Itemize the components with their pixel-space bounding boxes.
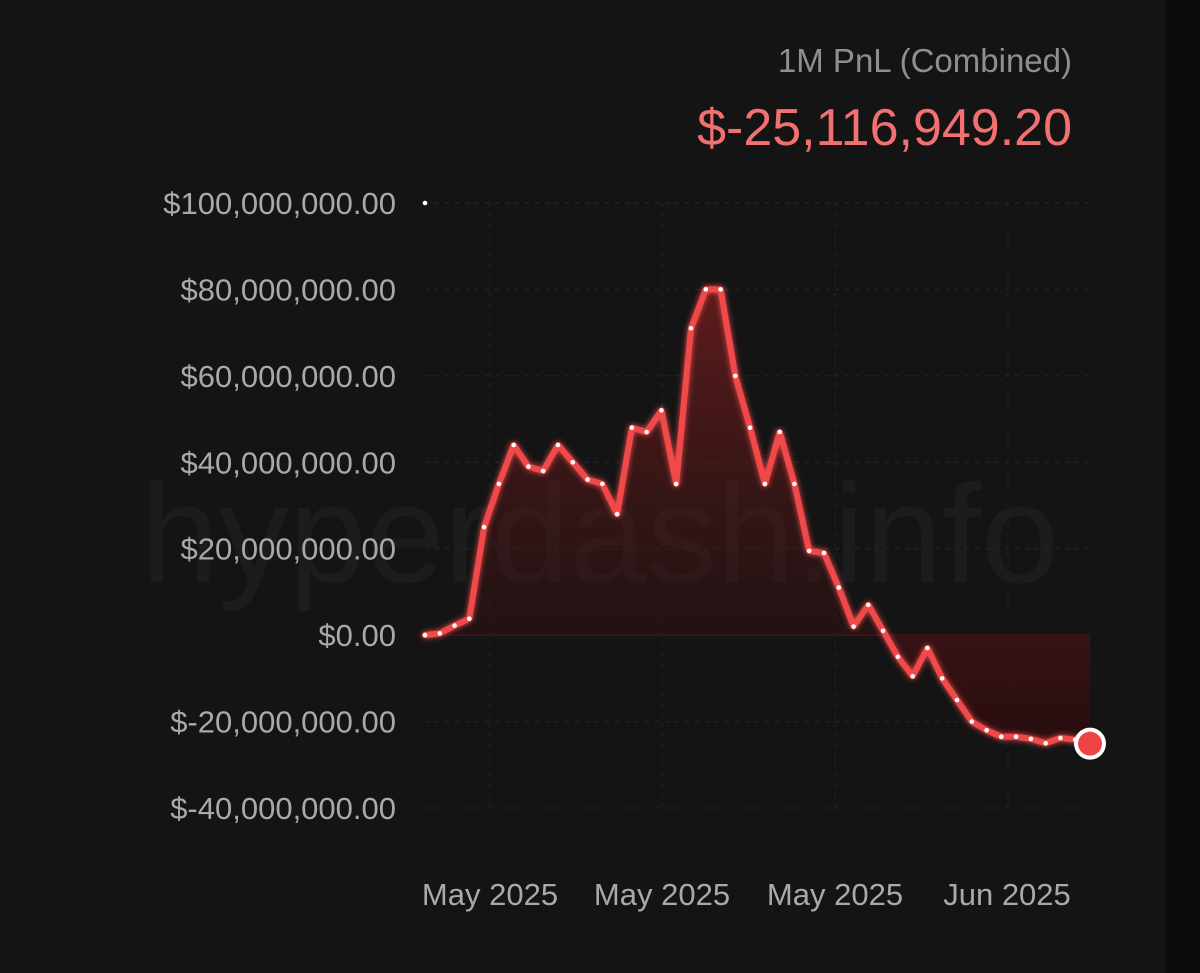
y-tick-label: $100,000,000.00 [163, 186, 396, 221]
data-point [437, 631, 443, 636]
data-point [762, 481, 768, 487]
data-point [969, 719, 975, 724]
data-point [718, 287, 723, 292]
data-point [496, 481, 502, 487]
last-value-marker [1078, 731, 1102, 756]
y-tick-label: $-20,000,000.00 [170, 705, 396, 740]
x-axis: May 2025 May 2025 May 2025 Jun 2025 [422, 877, 1071, 912]
data-point [777, 429, 782, 435]
data-point [703, 287, 709, 292]
data-point [585, 477, 590, 482]
data-point [511, 442, 516, 448]
data-point [1043, 740, 1048, 746]
y-tick-label: $40,000,000.00 [181, 445, 397, 480]
y-tick-label: $80,000,000.00 [181, 272, 397, 307]
data-point [925, 645, 930, 651]
data-point [1028, 736, 1034, 742]
data-points [422, 200, 1078, 746]
x-tick-label: May 2025 [422, 877, 558, 912]
y-tick-label: $60,000,000.00 [181, 359, 397, 394]
data-point [792, 481, 797, 487]
x-tick-label: Jun 2025 [943, 877, 1071, 912]
x-tick-label: May 2025 [767, 877, 903, 912]
data-point [880, 628, 886, 634]
y-axis: $100,000,000.00 $80,000,000.00 $60,000,000… [163, 186, 396, 826]
data-point [629, 425, 635, 431]
x-tick-label: May 2025 [594, 877, 730, 912]
data-point [688, 326, 694, 331]
data-point [806, 548, 812, 554]
data-point [659, 408, 664, 413]
data-point [526, 464, 531, 469]
data-point [866, 602, 871, 608]
data-point [733, 373, 738, 379]
data-point [467, 616, 472, 621]
y-tick-label: $-40,000,000.00 [170, 791, 396, 826]
data-point [452, 623, 457, 628]
data-point [422, 632, 428, 638]
data-point [821, 550, 827, 556]
data-point [600, 481, 605, 487]
pnl-total-value: $-25,116,949.20 [697, 99, 1072, 157]
y-tick-label: $20,000,000.00 [181, 532, 397, 567]
data-point [851, 624, 856, 629]
data-point [481, 524, 487, 530]
data-point [954, 697, 960, 703]
data-point [644, 429, 649, 435]
data-point [999, 734, 1004, 739]
data-point [895, 654, 901, 660]
data-point [1058, 735, 1063, 741]
data-point [673, 481, 679, 487]
y-tick-label: $0.00 [318, 618, 396, 653]
series-line-group [422, 286, 1093, 747]
data-point [747, 425, 753, 431]
data-point [836, 585, 842, 590]
negative-area [885, 635, 1090, 744]
data-point [910, 673, 915, 679]
data-point [570, 460, 576, 465]
data-point [540, 468, 546, 474]
data-point [614, 511, 620, 517]
series-line [422, 286, 1093, 747]
last-value-marker-group [1074, 727, 1106, 760]
data-point [984, 727, 989, 733]
pnl-period-label: 1M PnL (Combined) [777, 42, 1072, 79]
data-point [422, 200, 428, 206]
data-point [1013, 734, 1019, 739]
data-point [555, 442, 561, 448]
data-point [939, 676, 945, 681]
